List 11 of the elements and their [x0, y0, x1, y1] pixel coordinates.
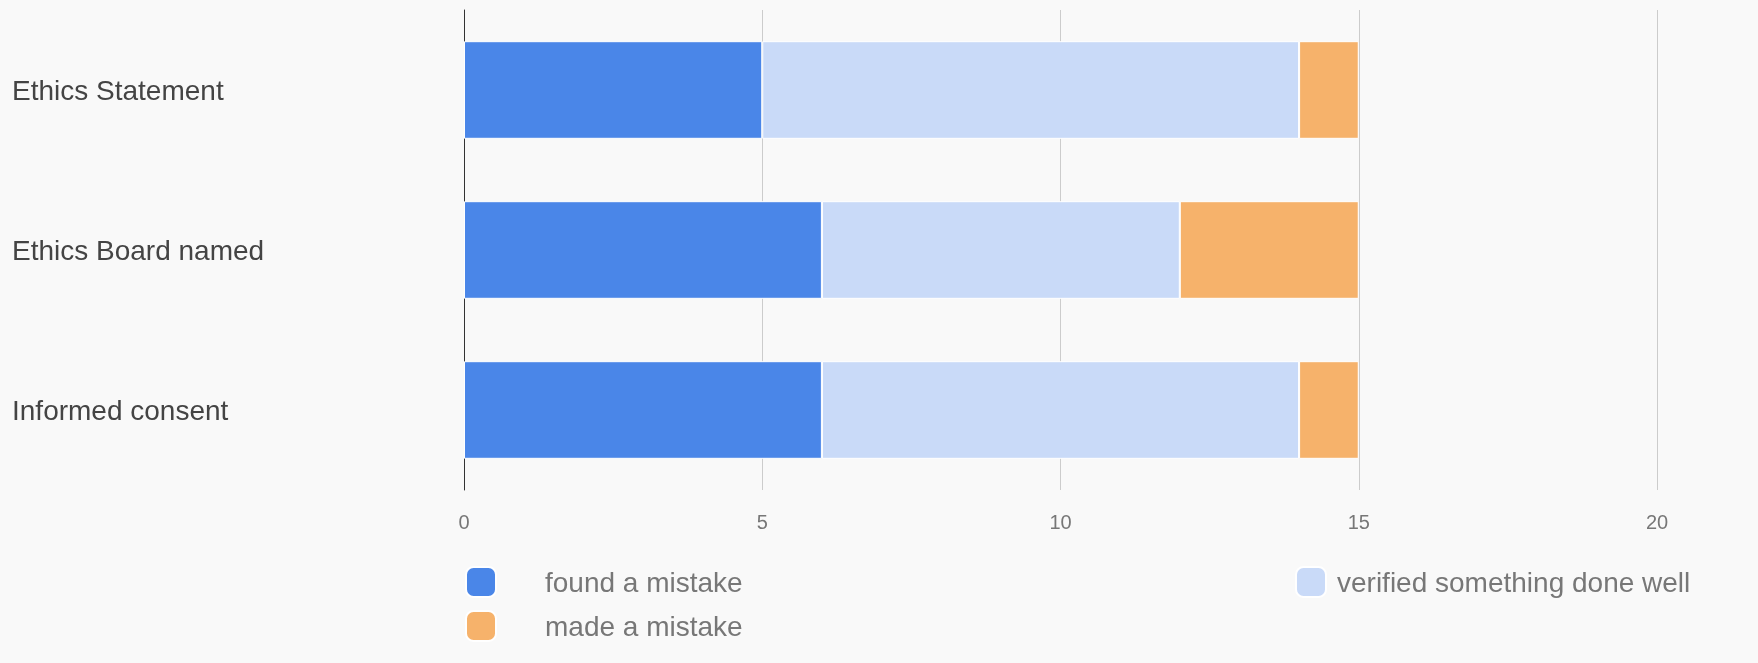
- y-tick-label: Informed consent: [12, 394, 229, 426]
- x-tick-label: 10: [1049, 511, 1072, 533]
- x-tick-label: 20: [1645, 511, 1669, 533]
- x-tick-label: 5: [756, 511, 768, 533]
- legend-label: found a mistake: [545, 566, 743, 598]
- legend-label: verified something done well: [1337, 566, 1691, 598]
- x-tick-label: 0: [458, 511, 470, 533]
- legend-label: made a mistake: [545, 610, 743, 642]
- y-tick-label: Ethics Statement: [12, 74, 224, 106]
- y-tick-label: Ethics Board named: [12, 234, 265, 266]
- x-tick-label: 15: [1347, 511, 1370, 533]
